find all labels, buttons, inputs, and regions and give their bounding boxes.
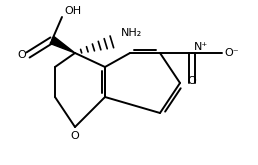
Polygon shape (50, 36, 75, 53)
Text: O⁻: O⁻ (224, 48, 239, 58)
Text: O: O (17, 50, 26, 60)
Text: O: O (188, 76, 196, 86)
Text: OH: OH (64, 6, 81, 16)
Text: NH₂: NH₂ (121, 28, 142, 38)
Text: O: O (71, 131, 79, 141)
Text: N⁺: N⁺ (194, 42, 208, 52)
